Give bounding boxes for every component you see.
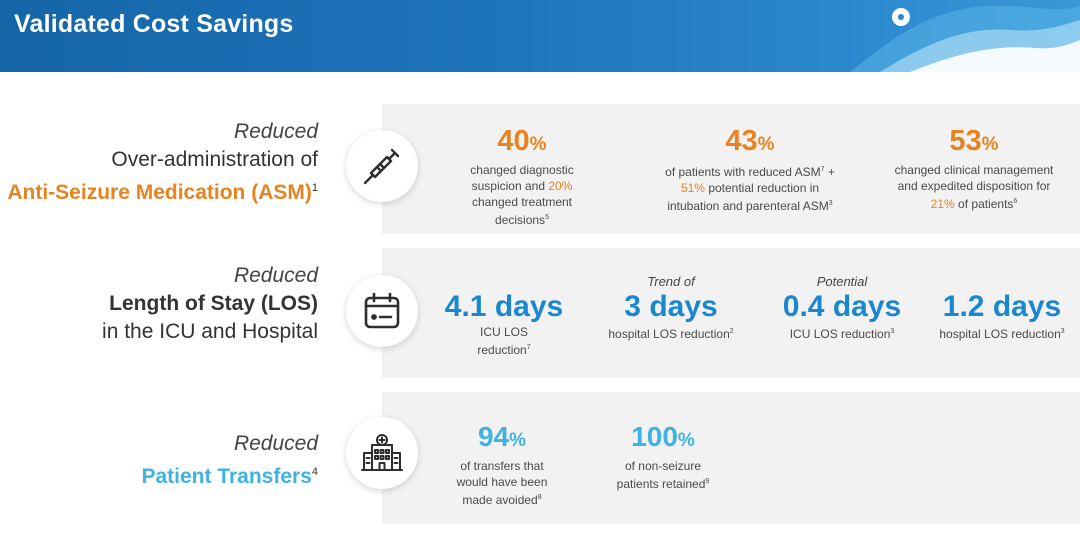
stat-value: 94% [477,421,527,452]
header-banner: Validated Cost Savings [0,0,1080,72]
stat-description: changed clinical management and expedite… [894,163,1054,211]
asm-label: Anti-Seizure Medication (ASM) [7,181,312,204]
stat-value: 4.1 days [444,290,564,323]
stat-prefix: Trend of [647,274,695,289]
stat-value: 53% [949,125,999,157]
stat-prefix [928,274,1076,290]
stat-94-percent: 94% of transfers that would have been ma… [438,420,566,508]
stat-value: 40% [497,125,547,157]
los-label: Length of Stay (LOS) [109,292,318,315]
calendar-icon [346,275,418,347]
reduced-label: Reduced [233,264,318,287]
stat-description: changed diagnostic suspicion and 20% cha… [470,163,574,227]
reduced-label: Reduced [233,120,318,143]
stat-description: of transfers that would have been made a… [456,459,548,507]
stat-43-percent: 43% of patients with reduced ASM7 + 51% … [640,124,860,214]
label-line: in the ICU and Hospital [102,320,318,343]
stat-4-1-days: 4.1 days ICU LOS reduction7 [432,274,576,358]
footnote-ref: 4 [311,466,318,478]
stat-description: hospital LOS reduction2 [608,327,734,341]
row-background-asm [382,104,1080,234]
stat-prefix [432,274,576,290]
transfers-label: Patient Transfers [141,465,312,488]
stat-53-percent: 53% changed clinical management and expe… [880,124,1068,212]
syringe-icon [346,130,418,202]
reduced-label: Reduced [233,432,318,455]
row-background-transfers [382,392,1080,524]
wave-decoration [850,5,1080,72]
stat-1-2-days: 1.2 days hospital LOS reduction3 [928,274,1076,342]
row-label-los: Reduced Length of Stay (LOS) in the ICU … [102,262,318,346]
label-line: Over-administration of [111,148,318,171]
footnote-ref: 1 [311,182,318,194]
stat-prefix: Potential [816,274,868,289]
stat-value: 43% [725,125,775,157]
stat-description: of non-seizure patients retained9 [616,459,710,491]
stat-100-percent: 100% of non-seizure patients retained9 [598,420,728,492]
stat-description: of patients with reduced ASM7 + 51% pote… [665,165,835,213]
stat-value: 1.2 days [942,290,1062,323]
stat-40-percent: 40% changed diagnostic suspicion and 20%… [452,124,592,228]
stat-description: ICU LOS reduction7 [477,325,531,357]
label-line-highlight: Patient Transfers4 [141,458,318,491]
stat-3-days: Trend of 3 days hospital LOS reduction2 [596,274,746,342]
label-line-highlight: Anti-Seizure Medication (ASM)1 [7,174,318,207]
row-label-asm: Reduced Over-administration of Anti-Seiz… [7,118,318,207]
stat-description: ICU LOS reduction3 [789,327,895,341]
hospital-icon [346,417,418,489]
row-label-transfers: Reduced Patient Transfers4 [141,430,318,491]
stat-value: 100% [631,421,695,452]
page-title: Validated Cost Savings [14,10,294,38]
stat-value: 0.4 days [782,290,902,323]
stat-0-4-days: Potential 0.4 days ICU LOS reduction3 [770,274,914,342]
stat-description: hospital LOS reduction3 [939,327,1065,341]
row-background-los [382,248,1080,378]
stat-value: 3 days [624,290,718,323]
